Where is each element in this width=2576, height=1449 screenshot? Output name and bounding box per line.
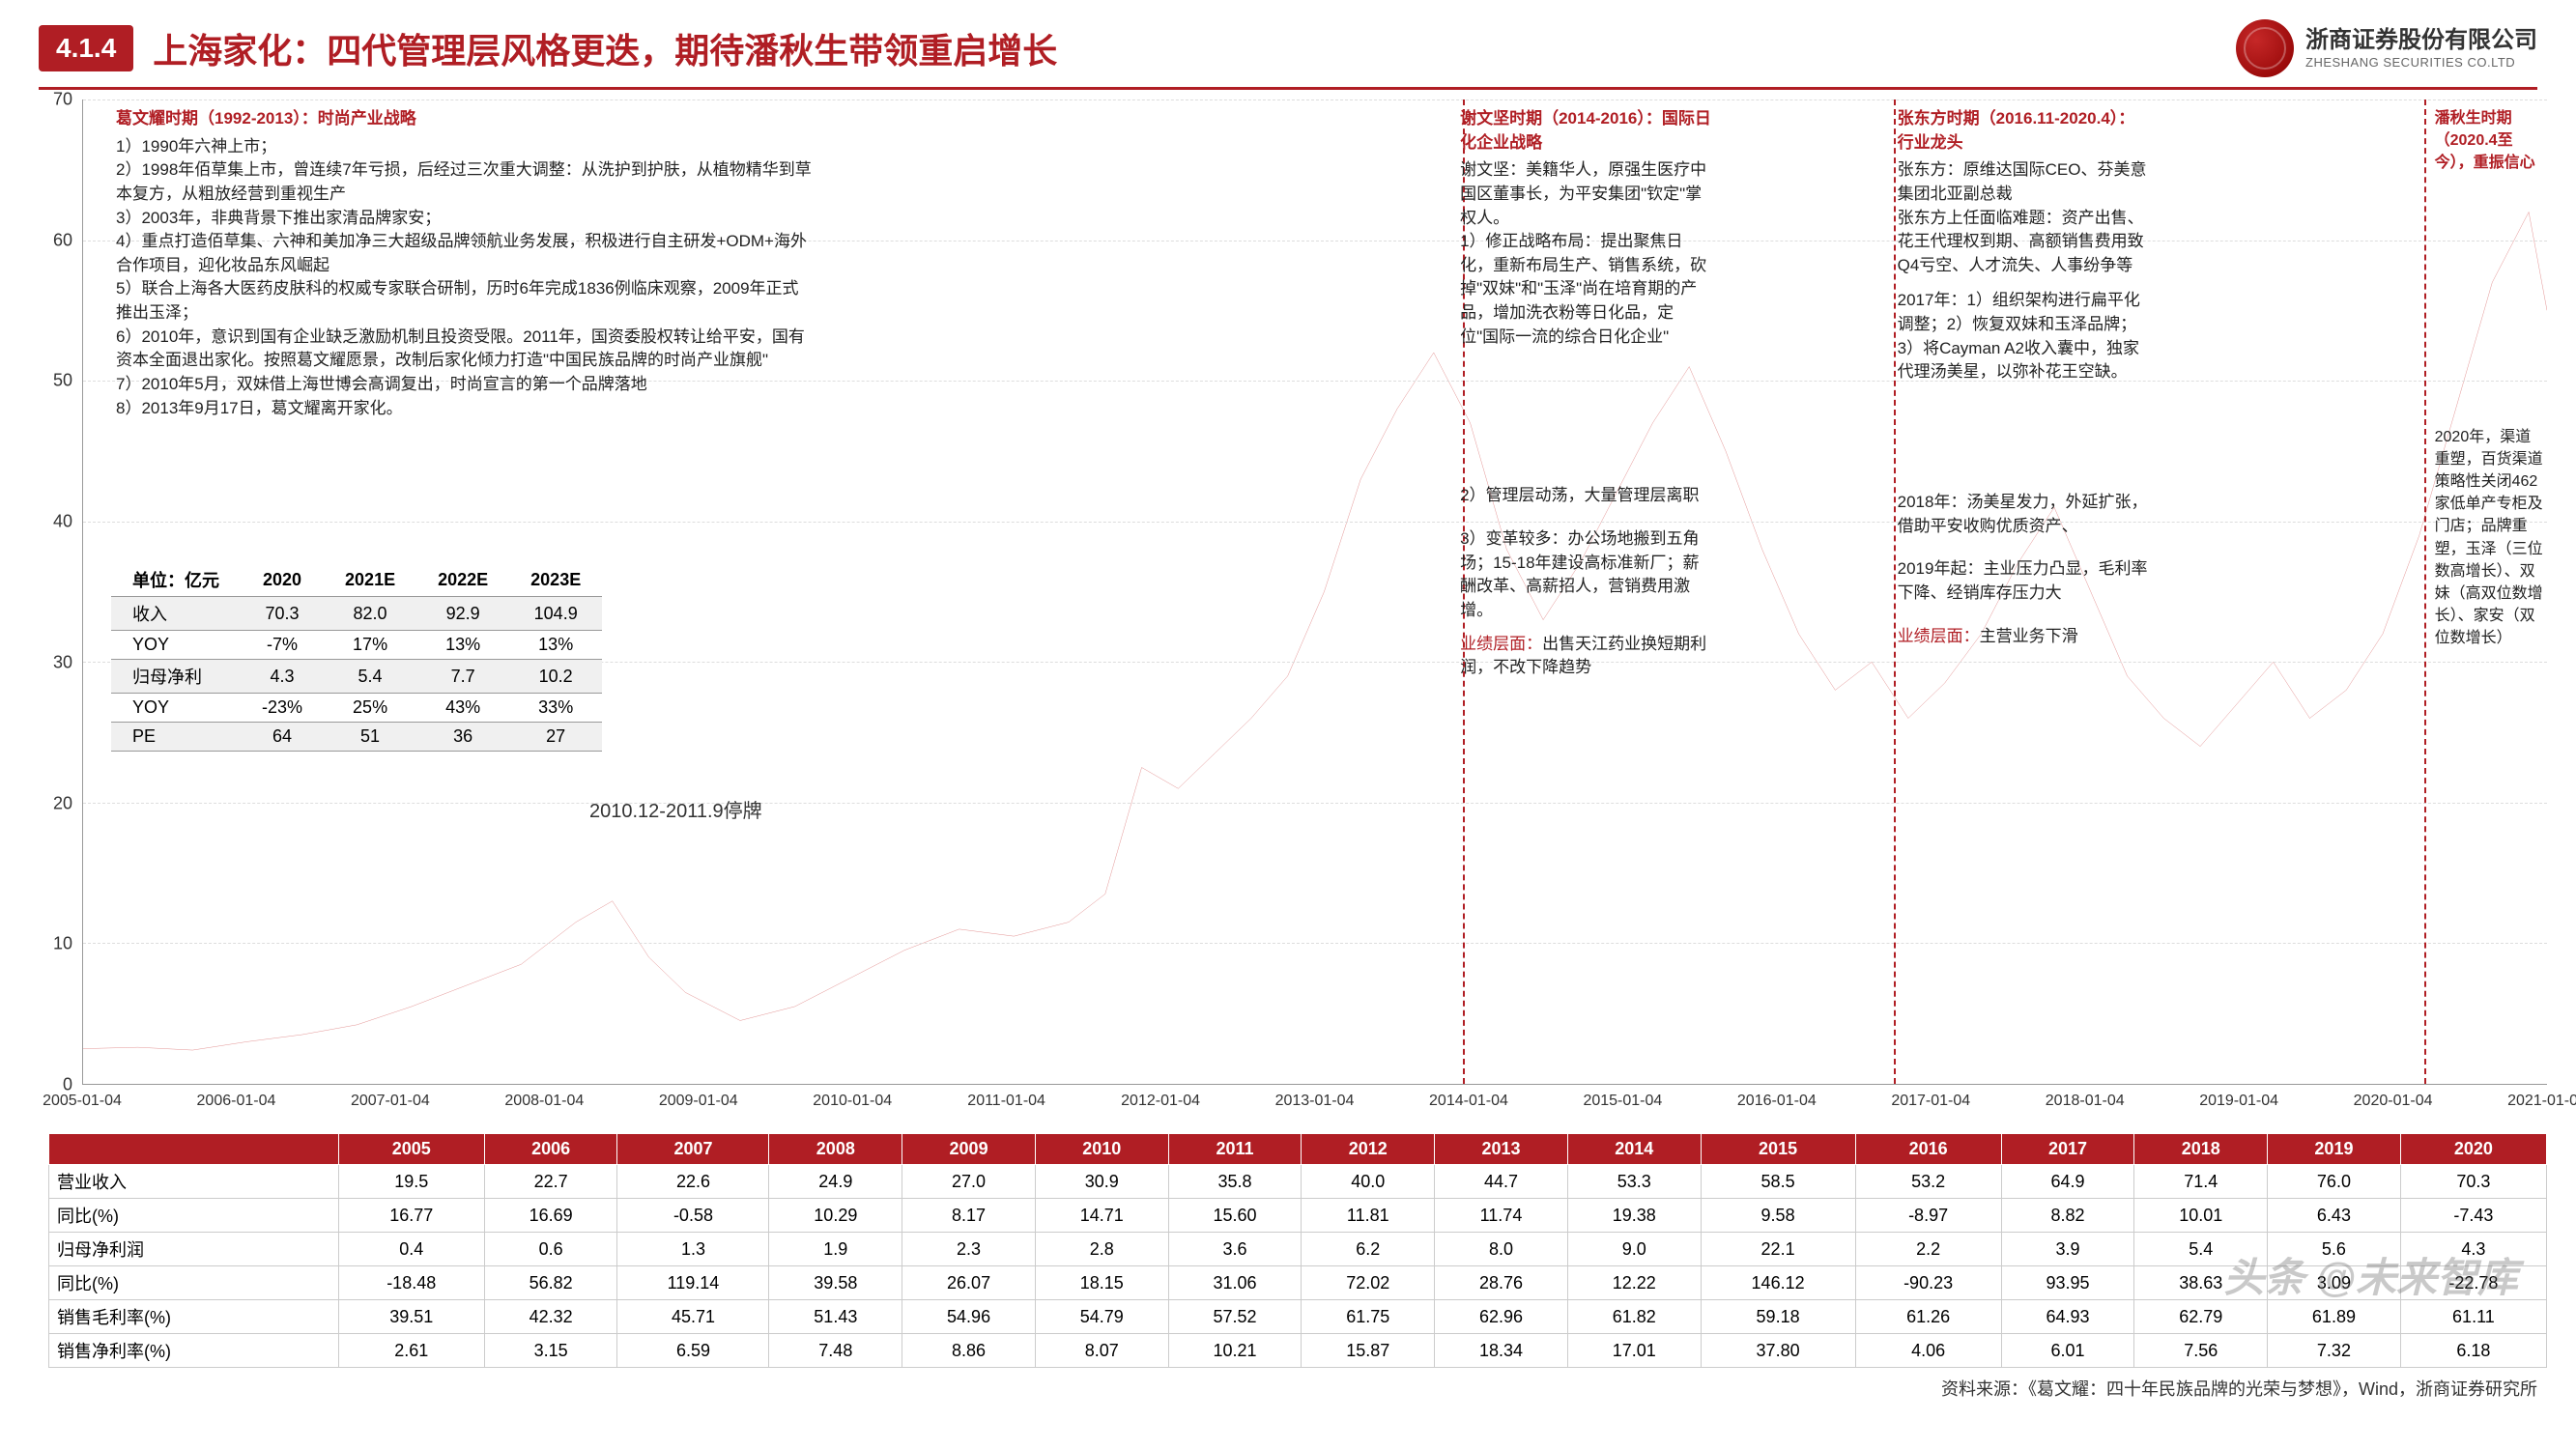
y-axis: 010203040506070 xyxy=(48,99,77,1085)
period3-annotation: 张东方时期（2016.11-2020.4）：行业龙头 张东方：原维达国际CEO、… xyxy=(1898,107,2149,648)
period4-annotation: 潘秋生时期（2020.4至今），重振信心 2020年，渠道重塑，百货渠道策略性关… xyxy=(2435,107,2546,649)
source-footer: 资料来源：《葛文耀：四十年民族品牌的光荣与梦想》，Wind，浙商证券研究所 xyxy=(0,1368,2576,1408)
company-logo: 浙商证券股份有限公司 ZHESHANG SECURITIES CO.LTD xyxy=(2236,19,2537,77)
title-underline xyxy=(39,87,2537,90)
logo-text-en: ZHESHANG SECURITIES CO.LTD xyxy=(2305,55,2537,71)
stock-chart: 010203040506070 2005-01-042006-01-042007… xyxy=(48,99,2547,1123)
watermark: 头条 @未来智库 xyxy=(2223,1245,2518,1304)
forecast-table: 单位：亿元20202021E2022E2023E收入70.382.092.910… xyxy=(111,563,602,752)
x-axis: 2005-01-042006-01-042007-01-042008-01-04… xyxy=(82,1085,2547,1123)
period2-annotation: 谢文坚时期（2014-2016）：国际日化企业战略 谢文坚：美籍华人，原强生医疗… xyxy=(1460,107,1711,680)
financial-data-table: 2005200620072008200920102011201220132014… xyxy=(48,1133,2547,1368)
suspend-note: 2010.12-2011.9停牌 xyxy=(589,795,762,823)
logo-text-cn: 浙商证券股份有限公司 xyxy=(2305,27,2537,55)
slide-header: 4.1.4 上海家化：四代管理层风格更迭，期待潘秋生带领重启增长 浙商证券股份有… xyxy=(0,0,2576,87)
slide-title: 上海家化：四代管理层风格更迭，期待潘秋生带领重启增长 xyxy=(153,23,2236,73)
period1-annotation: 葛文耀时期（1992-2013）：时尚产业战略 1）1990年六神上市；2）19… xyxy=(116,107,812,420)
logo-icon xyxy=(2236,19,2294,77)
section-number: 4.1.4 xyxy=(39,25,133,71)
